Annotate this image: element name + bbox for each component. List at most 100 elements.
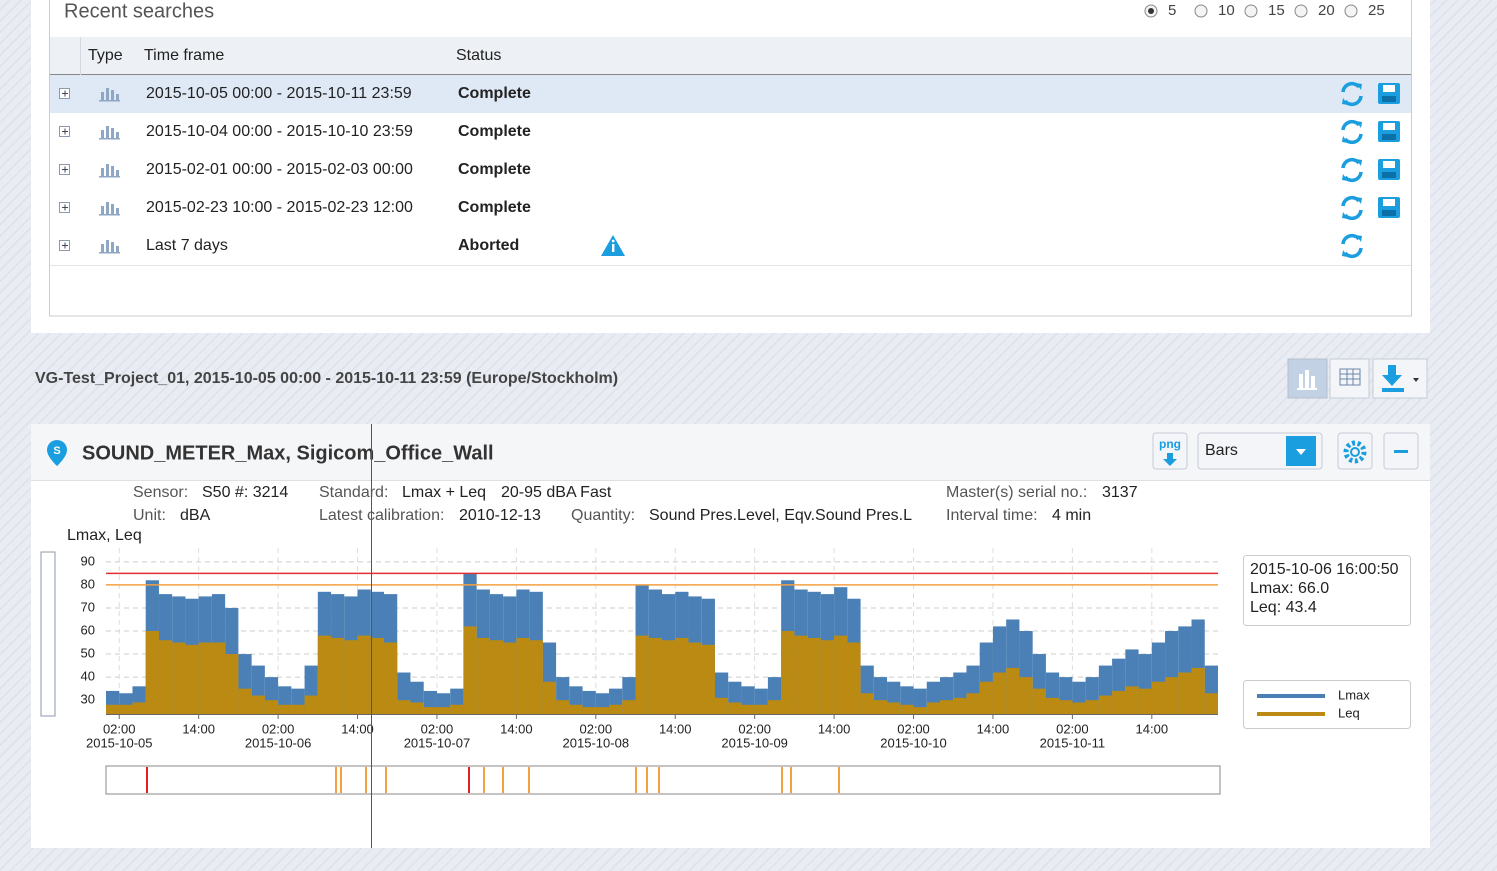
expand-plus [62, 166, 68, 173]
bar [1045, 697, 1060, 714]
x-tick-label: 02:00 [580, 721, 613, 736]
bar [767, 700, 782, 714]
bar [542, 681, 557, 714]
refresh-arrow [1342, 121, 1362, 143]
project-title: VG-Test_Project_01, 2015-10-05 00:00 - 2… [35, 370, 618, 387]
expand-plus [62, 128, 68, 135]
status: Aborted [458, 237, 519, 254]
radio[interactable] [1344, 4, 1358, 18]
bar [489, 640, 504, 714]
select-caret [1296, 449, 1306, 455]
bar [926, 702, 940, 714]
refresh-icon[interactable] [1341, 81, 1363, 107]
save-icon-label [1382, 210, 1396, 216]
png-button[interactable] [1152, 432, 1188, 470]
bar [503, 642, 517, 714]
type-icon [111, 166, 114, 176]
radio[interactable] [1294, 4, 1308, 18]
refresh-icon[interactable] [1341, 233, 1363, 259]
info-value: 2010-12-13 [459, 507, 541, 524]
x-tick-label: 14:00 [1136, 721, 1169, 736]
bar [556, 700, 570, 714]
table-row[interactable] [50, 189, 1411, 227]
navigator[interactable] [105, 765, 1221, 795]
info-value: 20-95 dBA Fast [501, 484, 612, 501]
bar [211, 642, 226, 714]
info-value: Lmax + Leq [402, 484, 486, 501]
bar [1138, 688, 1152, 714]
type-icon [99, 176, 120, 178]
status: Complete [458, 85, 531, 102]
table-row[interactable] [50, 227, 1411, 265]
bar [516, 637, 530, 714]
chart-icon [1297, 370, 1317, 390]
bar [529, 640, 543, 714]
refresh-icon[interactable] [1341, 157, 1363, 183]
bar [436, 707, 451, 714]
refresh-icon[interactable] [1341, 195, 1363, 221]
bar [992, 672, 1007, 714]
bar [198, 642, 212, 714]
bar [145, 631, 159, 714]
bar [1204, 693, 1218, 714]
time-frame: 2015-10-04 00:00 - 2015-10-10 23:59 [146, 123, 413, 140]
sensor-marker [47, 440, 67, 466]
column-header: Type [88, 47, 123, 64]
time-frame: Last 7 days [146, 237, 228, 254]
bar [370, 637, 384, 714]
range-selector[interactable] [40, 551, 56, 717]
page-size-label: 20 [1318, 2, 1335, 19]
download-button[interactable] [1372, 358, 1428, 399]
bar [172, 642, 186, 714]
bar [344, 640, 358, 714]
info-label: Unit: [133, 507, 166, 524]
bar [106, 704, 120, 714]
y-axis-title: Lmax, Leq [67, 527, 142, 544]
info-value: dBA [180, 507, 211, 524]
info-label: Latest calibration: [319, 507, 444, 524]
bar [119, 704, 133, 714]
table-row[interactable] [50, 151, 1411, 189]
table-row[interactable] [50, 75, 1411, 113]
png-label: png [1159, 437, 1181, 451]
table-row[interactable] [50, 113, 1411, 151]
bar [158, 640, 173, 714]
info-label: Quantity: [571, 507, 635, 524]
bar [979, 681, 993, 714]
expand-plus [62, 242, 68, 249]
bar [807, 637, 821, 714]
type-icon [116, 132, 119, 138]
table-header [50, 37, 1411, 74]
type-icon [106, 164, 109, 176]
gear-icon [1343, 440, 1367, 464]
bar [635, 635, 649, 714]
bar [622, 700, 636, 714]
status: Complete [458, 161, 531, 178]
info-label: Standard: [319, 484, 388, 501]
type-icon [101, 130, 104, 138]
bar [609, 704, 623, 714]
x-tick-label: 02:00 [1056, 721, 1089, 736]
settings-button[interactable] [1337, 432, 1373, 470]
bar [847, 642, 861, 714]
bar [1191, 667, 1205, 714]
info-icon-mark [611, 239, 615, 243]
radio[interactable] [1244, 4, 1258, 18]
info-label: Interval time: [946, 507, 1038, 524]
x-tick-label: 14:00 [341, 721, 374, 736]
bar [675, 637, 689, 714]
type-icon [101, 92, 104, 100]
radio[interactable] [1194, 4, 1208, 18]
refresh-icon[interactable] [1341, 119, 1363, 145]
bar [132, 702, 146, 714]
type-icon [99, 252, 120, 254]
refresh-arrow [1342, 235, 1362, 257]
type-icon [116, 246, 119, 252]
bar [820, 640, 835, 714]
bar [264, 700, 279, 714]
save-icon-label [1383, 123, 1395, 130]
type-icon [116, 208, 119, 214]
refresh-arrow [1342, 159, 1362, 181]
